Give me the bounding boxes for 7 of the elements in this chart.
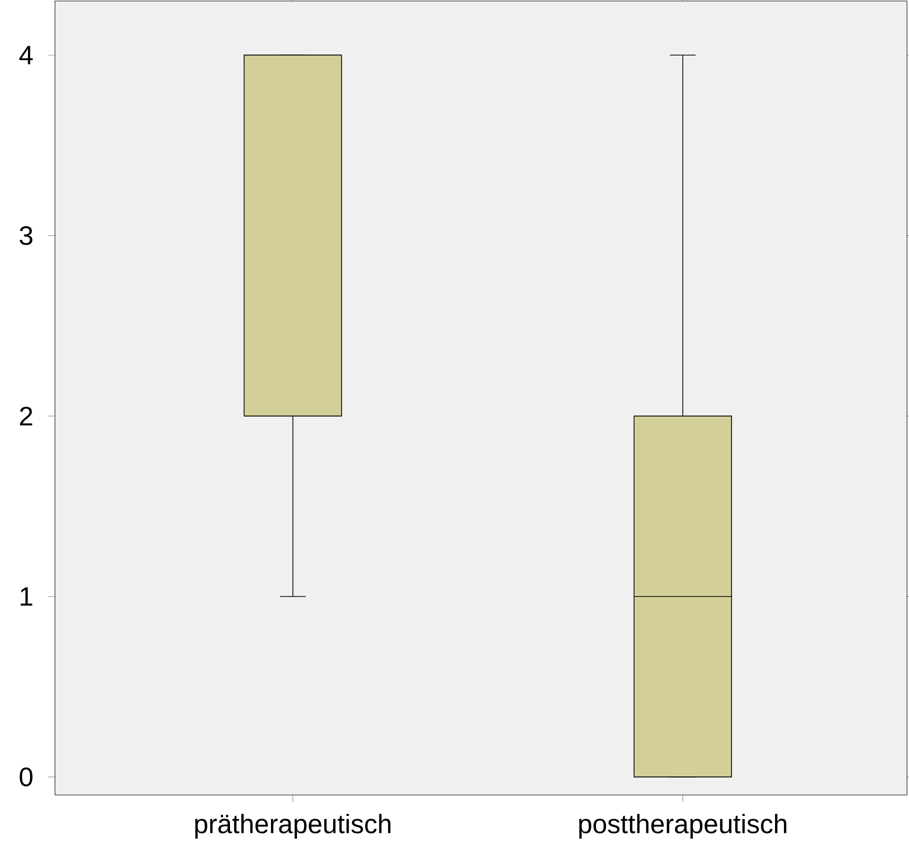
y-tick-label: 1 bbox=[20, 587, 32, 606]
x-tick-label: prätherapeutisch bbox=[195, 814, 390, 839]
x-tick-label: posttherapeutisch bbox=[579, 814, 786, 839]
y-tick-label: 4 bbox=[19, 46, 33, 64]
y-tick-label: 2 bbox=[20, 406, 32, 426]
y-tick-label: 0 bbox=[20, 768, 32, 786]
y-tick-label: 3 bbox=[20, 226, 32, 246]
